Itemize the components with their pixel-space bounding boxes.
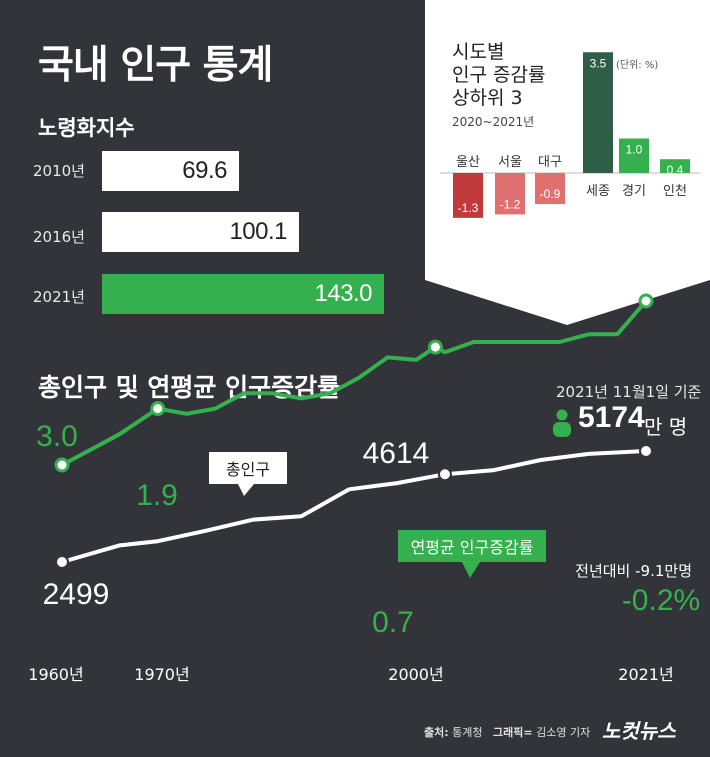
population-point (639, 444, 653, 458)
population-unit: 만 명 (644, 415, 688, 439)
growth-point (54, 457, 70, 473)
growth-tag (398, 530, 546, 562)
growth-label: -0.2% (622, 584, 700, 617)
population-label: 2499 (43, 578, 110, 611)
aging-year-label: 2016년 (33, 228, 85, 246)
yoy-change-note: 전년대비 -9.1만명 (575, 562, 692, 580)
person-icon (553, 409, 571, 437)
brand-logo: 노컷뉴스 (602, 719, 676, 743)
source-name: 통계청 (452, 726, 483, 739)
aging-bar-2016: 100.1 (102, 212, 299, 252)
growth-rate-line (61, 299, 648, 467)
total-pop-tag-pointer (238, 484, 254, 496)
current-population: 5174 (578, 401, 645, 434)
growth-point (427, 339, 443, 355)
total-pop-tag (209, 452, 287, 484)
growth-label: 3.0 (36, 420, 78, 453)
growth-point (150, 401, 166, 417)
growth-point (638, 293, 654, 309)
graphic-label: 그래픽= (493, 726, 533, 739)
aging-index-title: 노령화지수 (38, 116, 135, 140)
aging-value-label: 100.1 (229, 218, 287, 245)
page-title: 국내 인구 통계 (38, 43, 273, 88)
region-title-line: 상하위 3 (452, 87, 523, 109)
aging-bar-2010: 69.6 (102, 151, 239, 191)
region-period: 2020~2021년 (452, 115, 535, 129)
aging-year-label: 2010년 (33, 162, 85, 180)
region-unit: (단위: %) (616, 60, 659, 71)
population-point (437, 467, 452, 482)
aging-year-label: 2021년 (33, 288, 85, 306)
aging-value-label: 143.0 (314, 280, 372, 307)
x-tick-label: 2021년 (618, 665, 673, 684)
total-population-line (61, 449, 647, 564)
graphic-credit: 김소영 기자 (536, 726, 591, 739)
aging-value-label: 69.6 (182, 157, 227, 184)
growth-label: 1.9 (136, 479, 178, 512)
x-tick-label: 1960년 (28, 665, 83, 684)
source-credit: 출처: 통계청 그래픽= 김소영 기자 (424, 724, 590, 740)
growth-tag-pointer (462, 562, 480, 578)
growth-label: 0.7 (372, 606, 414, 639)
population-point (55, 555, 69, 569)
region-title-line: 인구 증감률 (452, 64, 546, 86)
aging-bar-2021: 143.0 (102, 274, 384, 314)
x-tick-label: 2000년 (388, 665, 443, 684)
total-pop-tag-label: 총인구 (226, 460, 270, 479)
region-title-line: 시도별 (452, 41, 505, 63)
x-tick-label: 1970년 (134, 665, 189, 684)
population-label: 4614 (363, 437, 430, 470)
basis-date-note: 2021년 11월1일 기준 (556, 383, 702, 401)
growth-tag-label: 연평균 인구증감률 (411, 538, 534, 557)
source-label: 출처: (424, 726, 449, 739)
